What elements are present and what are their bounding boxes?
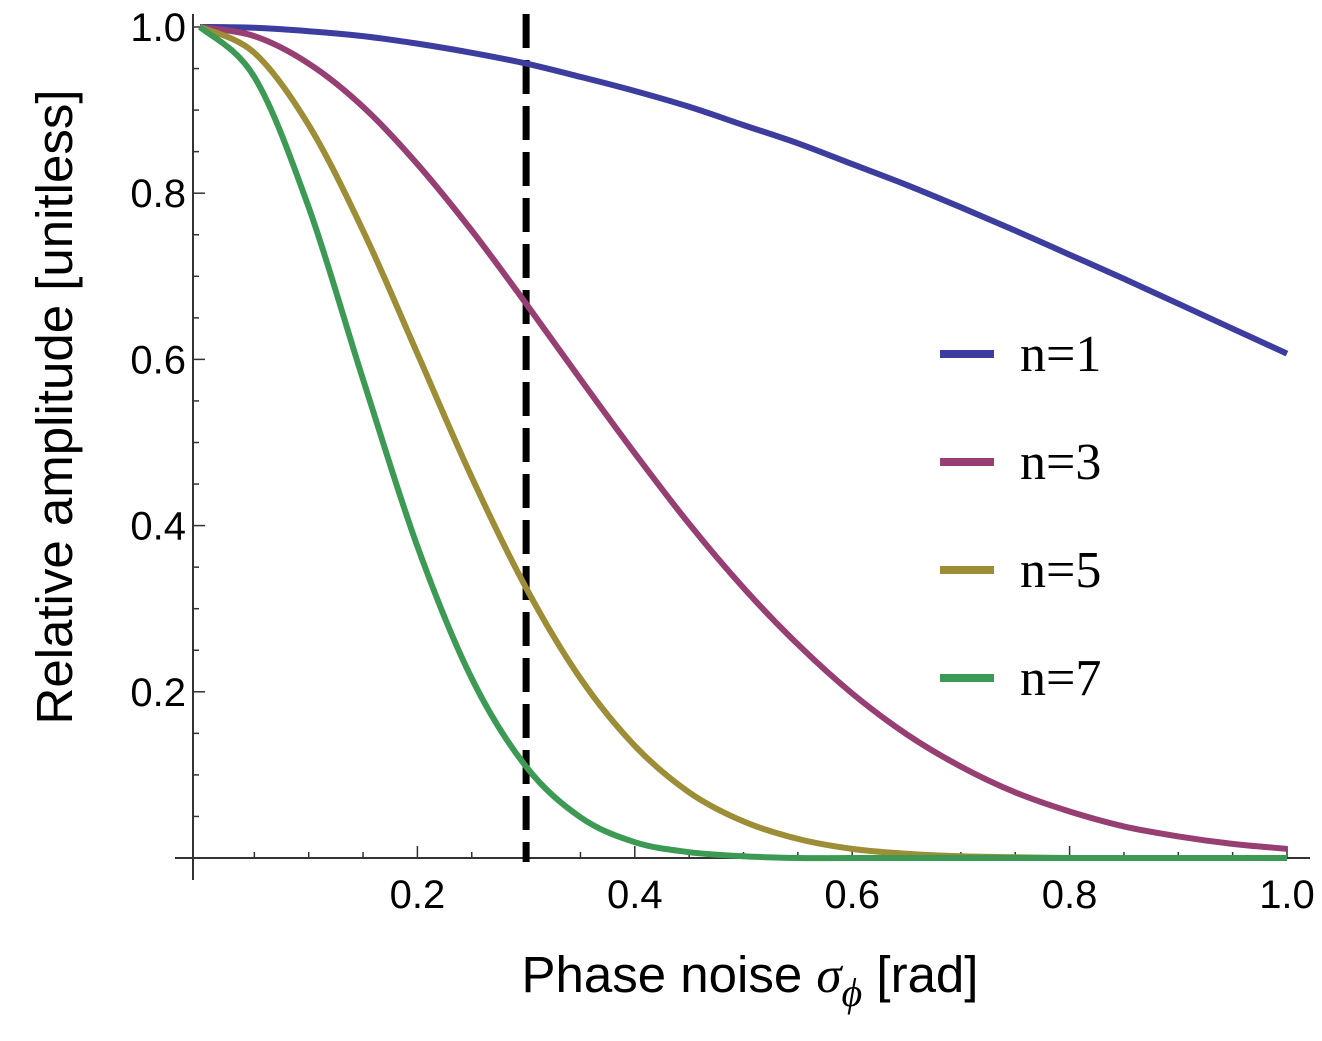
x-axis-title: Phase noise σϕ [rad] xyxy=(522,946,979,1015)
series-line-n-1 xyxy=(199,24,1289,357)
x-tick-label: 0.6 xyxy=(824,873,880,917)
series-lines xyxy=(197,24,1289,862)
x-tick-label: 1.0 xyxy=(1259,873,1315,917)
y-axis-title: Relative amplitude [unitless] xyxy=(26,90,83,725)
series-line-n-5 xyxy=(198,24,1287,862)
series-line-n-7 xyxy=(197,24,1287,862)
x-axis-title-symbol: σ xyxy=(816,948,843,1004)
x-tick-label: 0.4 xyxy=(607,873,663,917)
legend-label-n-7: n=7 xyxy=(1020,650,1101,707)
x-tick-label: 0.2 xyxy=(390,873,446,917)
x-axis-title-text: Phase noise xyxy=(522,946,817,1003)
x-axis-title-subscript: ϕ xyxy=(842,970,863,1015)
y-tick-label: 0.2 xyxy=(130,671,186,715)
legend-label-n-3: n=3 xyxy=(1020,434,1101,491)
series-line-n-3 xyxy=(199,24,1288,852)
axes xyxy=(175,14,1310,880)
y-tick-label: 0.8 xyxy=(130,172,186,216)
tick-labels: 0.2 0.4 0.6 0.8 1.0 0.2 0.4 0.6 0.8 1.0 xyxy=(130,6,1314,917)
y-tick-label: 0.4 xyxy=(130,505,186,549)
legend-label-n-5: n=5 xyxy=(1020,542,1101,599)
x-axis-title-unit: [rad] xyxy=(862,946,978,1003)
legend-label-n-1: n=1 xyxy=(1020,326,1101,383)
y-tick-label: 1.0 xyxy=(130,6,186,50)
legend: n=1 n=3 n=5 n=7 xyxy=(940,326,1101,707)
x-tick-label: 0.8 xyxy=(1042,873,1098,917)
y-tick-label: 0.6 xyxy=(130,338,186,382)
